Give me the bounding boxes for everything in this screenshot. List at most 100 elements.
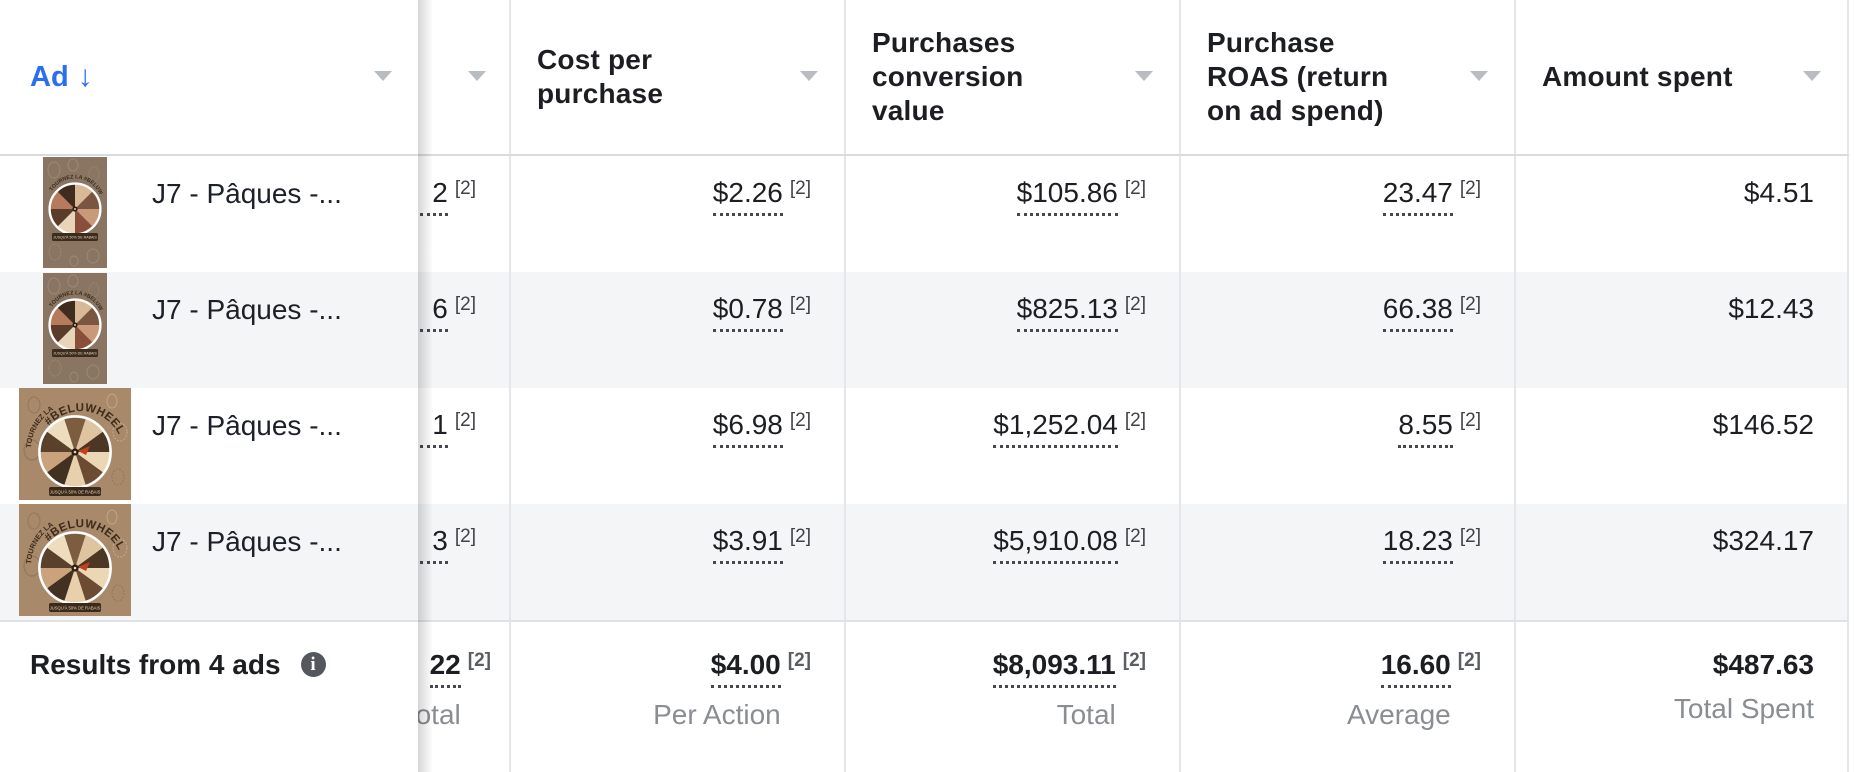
footnote-marker: [2]: [1457, 650, 1481, 671]
purchase-roas-cell: 8.55 [2]: [1181, 388, 1516, 504]
ad-cell: J7 - Pâques -...: [0, 388, 418, 504]
column-label-line: purchase: [537, 78, 664, 109]
column-label: Purchases conversion value: [846, 26, 1023, 128]
amount-spent-total-cell: $487.63 Total Spent: [1516, 622, 1849, 772]
table-row[interactable]: J7 - Pâques -... 3 [2] $3.91 [2] $5,910.…: [0, 504, 1849, 620]
table-row[interactable]: J7 - Pâques -... 2 [2] $2.26 [2] $105.86…: [0, 156, 1849, 272]
total-value[interactable]: $4.00: [710, 648, 781, 688]
column-header-ad[interactable]: Ad ↓: [0, 0, 418, 154]
column-header-amount-spent[interactable]: Amount spent: [1516, 0, 1849, 154]
column-label: Purchase ROAS (return on ad spend): [1181, 26, 1388, 128]
column-header-cost-per-purchase[interactable]: Cost per purchase: [511, 0, 846, 154]
metric-value[interactable]: 18.23: [1382, 524, 1453, 564]
ad-thumbnail[interactable]: [19, 388, 131, 500]
metric-value[interactable]: 3: [420, 524, 448, 564]
table-row[interactable]: J7 - Pâques -... 1 [2] $6.98 [2] $1,252.…: [0, 388, 1849, 504]
chevron-down-icon[interactable]: [800, 71, 818, 81]
hidden-metric-cell: 2 [2]: [418, 156, 511, 272]
column-header-purchases-conversion-value[interactable]: Purchases conversion value: [846, 0, 1181, 154]
metric-value[interactable]: $2.26: [712, 176, 783, 216]
total-sublabel: Average: [1346, 699, 1451, 730]
ad-thumbnail[interactable]: [19, 504, 131, 616]
metric-value[interactable]: 6: [420, 292, 448, 332]
info-icon[interactable]: i: [300, 652, 326, 677]
total-value[interactable]: 22: [429, 648, 461, 688]
metric-value[interactable]: $0.78: [712, 292, 783, 332]
amount-spent-cell: $12.43: [1516, 272, 1849, 388]
metric-value[interactable]: 2: [420, 176, 448, 216]
metric-value[interactable]: 66.38: [1382, 292, 1453, 332]
column-label: Amount spent: [1516, 60, 1733, 94]
ad-name-link[interactable]: J7 - Pâques -...: [152, 410, 342, 441]
total-value[interactable]: 16.60: [1380, 648, 1451, 688]
total-value[interactable]: $8,093.11: [992, 648, 1116, 688]
total-value: $487.63: [1712, 649, 1814, 680]
cost-per-purchase-cell: $0.78 [2]: [511, 272, 846, 388]
metric-value[interactable]: $5,910.08: [993, 524, 1118, 564]
amount-spent-cell: $324.17: [1516, 504, 1849, 620]
footnote-marker: [2]: [789, 178, 811, 199]
total-sublabel: Total: [1056, 699, 1116, 730]
metric-value[interactable]: 23.47: [1382, 176, 1453, 216]
purchases-conversion-value-cell: $5,910.08 [2]: [846, 504, 1181, 620]
column-label: Cost per purchase: [511, 43, 663, 111]
footnote-marker: [2]: [1124, 410, 1146, 431]
column-label-line: conversion: [872, 61, 1024, 92]
ad-name-link[interactable]: J7 - Pâques -...: [152, 526, 342, 557]
footnote-marker: [2]: [1459, 294, 1481, 315]
purchase-roas-cell: 66.38 [2]: [1181, 272, 1516, 388]
ad-cell: J7 - Pâques -...: [0, 504, 418, 620]
table-header-row: Ad ↓ Cost per purchase Purchases convers…: [0, 0, 1849, 156]
footnote-marker: [2]: [789, 410, 811, 431]
footnote-marker: [2]: [1459, 178, 1481, 199]
column-label-line: Purchases: [872, 27, 1016, 58]
ad-name-link[interactable]: J7 - Pâques -...: [152, 294, 342, 325]
metric-value[interactable]: 8.55: [1398, 408, 1453, 448]
cost-per-purchase-cell: $2.26 [2]: [511, 156, 846, 272]
metric-value[interactable]: $6.98: [712, 408, 783, 448]
chevron-down-icon[interactable]: [1470, 71, 1488, 81]
ad-thumbnail[interactable]: [43, 157, 107, 268]
metric-value: $4.51: [1743, 177, 1814, 208]
column-label-line: ROAS (return: [1207, 61, 1389, 92]
purchase-roas-cell: 23.47 [2]: [1181, 156, 1516, 272]
footnote-marker: [2]: [1459, 410, 1481, 431]
purchases-conversion-value-cell: $105.86 [2]: [846, 156, 1181, 272]
chevron-down-icon[interactable]: [374, 71, 392, 81]
chevron-down-icon[interactable]: [1803, 71, 1821, 81]
footnote-marker: [2]: [454, 294, 476, 315]
hidden-metric-cell: 1 [2]: [418, 388, 511, 504]
ad-name-link[interactable]: J7 - Pâques -...: [152, 178, 342, 209]
cost-per-purchase-total-cell: $4.00 [2] Per Action [2]: [511, 622, 846, 772]
total-sublabel: Total: [418, 699, 461, 730]
metric-value: $324.17: [1712, 525, 1814, 556]
metric-value[interactable]: $3.91: [712, 524, 783, 564]
total-sublabel: Total Spent: [1673, 693, 1814, 724]
table-row[interactable]: J7 - Pâques -... 6 [2] $0.78 [2] $825.13…: [0, 272, 1849, 388]
metric-value[interactable]: $1,252.04: [993, 408, 1118, 448]
purchases-conversion-value-cell: $1,252.04 [2]: [846, 388, 1181, 504]
ad-thumbnail[interactable]: [43, 273, 107, 384]
footnote-marker: [2]: [454, 178, 476, 199]
cost-per-purchase-cell: $6.98 [2]: [511, 388, 846, 504]
chevron-down-icon[interactable]: [468, 71, 486, 81]
ad-column-label: Ad: [30, 60, 69, 93]
metric-value[interactable]: 1: [420, 408, 448, 448]
metric-value[interactable]: $105.86: [1016, 176, 1118, 216]
metric-value: $146.52: [1712, 409, 1814, 440]
footnote-marker: [2]: [454, 526, 476, 547]
footnote-marker: [2]: [787, 650, 811, 671]
results-summary-label: Results from 4 ads: [30, 649, 281, 680]
footnote-marker: [2]: [1124, 178, 1146, 199]
metric-value[interactable]: $825.13: [1016, 292, 1118, 332]
footnote-marker: [2]: [454, 410, 476, 431]
chevron-down-icon[interactable]: [1135, 71, 1153, 81]
hidden-metric-total-cell: 22 [2] Total [2]: [418, 622, 511, 772]
purchase-roas-total-cell: 16.60 [2] Average [2]: [1181, 622, 1516, 772]
column-header-purchase-roas[interactable]: Purchase ROAS (return on ad spend): [1181, 0, 1516, 154]
footnote-marker: [2]: [789, 526, 811, 547]
column-label-line: value: [872, 95, 945, 126]
column-header-partially-hidden[interactable]: [418, 0, 511, 154]
column-label-line: Purchase: [1207, 27, 1335, 58]
